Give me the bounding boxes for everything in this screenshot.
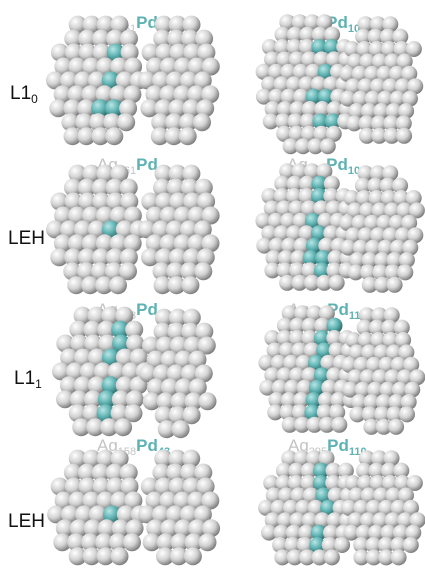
- cluster-row3-left-cut: [52, 306, 154, 437]
- cluster-row1-left-outer: [138, 15, 220, 146]
- cluster-row4-left-outer: [138, 449, 221, 566]
- cluster-row4-right-cut: [258, 450, 361, 566]
- cluster-row1-right-outer: [339, 16, 424, 144]
- row-label-3: L11: [14, 368, 42, 391]
- cluster-row2-right-cut: [255, 163, 365, 291]
- cluster-row3-left-outer: [139, 308, 217, 439]
- cluster-row2-left-cut: [46, 164, 148, 295]
- cluster-row2-left-outer: [138, 164, 220, 295]
- cluster-row4-right-outer: [341, 450, 425, 566]
- row-label-4: LEH: [8, 511, 45, 532]
- row-label-2: LEH: [8, 228, 45, 249]
- cluster-row3-right-outer: [341, 307, 425, 435]
- cluster-row1-left-cut: [46, 15, 148, 146]
- cluster-row4-left-cut: [47, 449, 149, 566]
- row-label-1: L10: [10, 83, 38, 106]
- cluster-row2-right-outer: [339, 165, 425, 293]
